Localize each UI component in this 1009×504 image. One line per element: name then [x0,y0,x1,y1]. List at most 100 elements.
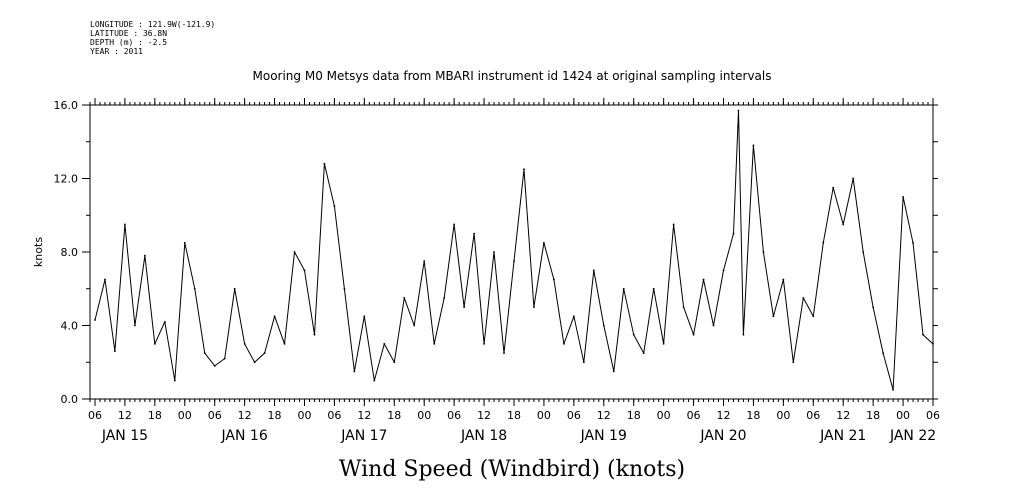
x-day-label: JAN 20 [699,428,746,444]
wind-speed-data-point [892,388,894,391]
wind-speed-data-point [732,232,735,235]
wind-speed-data-point [133,324,136,327]
wind-speed-data-point [383,342,386,345]
wind-speed-data-point [393,361,396,364]
x-day-label: JAN 15 [101,428,148,444]
x-hour-label: 06 [88,409,102,422]
wind-speed-data-point [702,278,705,281]
y-tick-label: 0.0 [61,393,79,406]
wind-speed-data-point [782,278,785,281]
latitude-text: LATITUDE : 36.8N [90,29,168,38]
x-day-label: JAN 19 [580,428,627,444]
wind-speed-data-point [413,324,416,327]
wind-speed-data-point [812,315,815,318]
y-tick-label: 16.0 [54,99,79,112]
x-hour-label: 06 [567,409,581,422]
wind-speed-data-point [363,315,366,318]
wind-speed-data-point [493,251,495,253]
x-hour-label: 06 [208,409,222,422]
wind-speed-data-point [737,109,740,112]
x-hour-label: 12 [597,409,611,422]
wind-speed-data-point [592,269,595,272]
x-hour-label: 00 [178,409,192,422]
wind-speed-data-point [902,195,904,198]
wind-speed-data-point [822,241,825,244]
wind-speed-data-point [163,320,166,323]
wind-speed-data-point [912,241,914,244]
x-hour-label: 18 [746,409,760,422]
wind-speed-data-point [453,223,456,226]
wind-speed-data-point [922,333,924,336]
wind-speed-data-point [303,269,306,272]
chart-title: Mooring M0 Metsys data from MBARI instru… [253,69,772,83]
wind-speed-data-point [682,306,685,309]
x-hour-label: 18 [507,409,521,422]
x-hour-label: 12 [238,409,252,422]
wind-speed-data-point [652,287,655,290]
wind-speed-data-point [612,370,615,373]
wind-speed-data-point [842,223,845,226]
wind-speed-data-point [523,168,525,171]
y-axis: 0.0 4.0 8.0 12.0 16.0 [54,99,90,406]
wind-speed-data-point [672,223,675,226]
wind-speed-data-point [772,315,775,318]
station-metadata: LONGITUDE : 121.9W(-121.9) LATITUDE : 36… [90,20,215,56]
wind-speed-data-point [173,379,176,382]
y-tick-label: 8.0 [61,246,79,259]
wind-speed-data-point [143,254,146,257]
depth-text: DEPTH (m) : -2.5 [90,38,168,47]
wind-speed-data-point [562,342,565,345]
wind-speed-data-point [433,342,436,345]
wind-speed-data-point [533,306,535,309]
year-text: YEAR : 2011 [90,47,143,56]
wind-speed-data-point [333,205,336,207]
longitude-text: LONGITUDE : 121.9W(-121.9) [90,20,216,29]
wind-speed-data-point [313,333,316,336]
wind-speed-data-point [463,306,466,309]
x-hour-label: 18 [148,409,162,422]
wind-speed-data-point [662,342,665,345]
wind-speed-data-point [622,287,625,290]
wind-speed-data-point [552,278,555,281]
wind-speed-data-point [243,342,246,345]
wind-speed-data-point [832,186,835,189]
wind-speed-data-point [343,287,346,290]
x-hour-label: 00 [657,409,671,422]
x-hour-label: 18 [387,409,401,422]
wind-speed-data-point [203,352,206,354]
wind-speed-data-point [443,297,446,299]
wind-speed-data-point [602,324,605,327]
wind-speed-data-point [253,361,256,364]
plot-frame [89,104,934,400]
x-hour-label: 12 [357,409,371,422]
wind-speed-data-point [762,251,765,253]
x-hour-label: 12 [836,409,850,422]
x-hour-label: 18 [627,409,641,422]
wind-speed-data-point [752,144,755,147]
wind-speed-data-point [882,352,885,354]
wind-speed-data-point [503,352,505,354]
wind-speed-data-point [273,315,276,318]
wind-speed-data-point [802,297,805,299]
wind-speed-data-point [323,162,326,165]
x-day-label: JAN 22 [889,428,936,444]
wind-speed-data-point [742,333,745,336]
wind-speed-data-point [513,260,515,263]
wind-speed-data-point [712,324,715,327]
wind-speed-data-point [582,361,585,364]
wind-speed-data-point [114,350,116,353]
wind-speed-data-point [213,365,216,367]
wind-speed-data-point [852,177,855,180]
x-hour-label: 06 [687,409,701,422]
wind-speed-data-point [94,319,96,321]
wind-speed-data-point [104,278,106,281]
minor-ticks [86,102,938,402]
wind-speed-data-point [183,241,186,244]
wind-speed-data-point [283,342,286,345]
x-day-label: JAN 18 [460,428,507,444]
wind-speed-data-point [353,370,356,373]
wind-speed-data-point [223,357,226,360]
wind-speed-data-point [473,232,475,235]
x-hour-label: 18 [866,409,880,422]
